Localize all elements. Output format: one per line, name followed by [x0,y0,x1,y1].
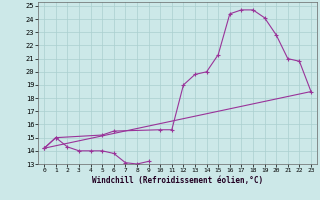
X-axis label: Windchill (Refroidissement éolien,°C): Windchill (Refroidissement éolien,°C) [92,176,263,185]
